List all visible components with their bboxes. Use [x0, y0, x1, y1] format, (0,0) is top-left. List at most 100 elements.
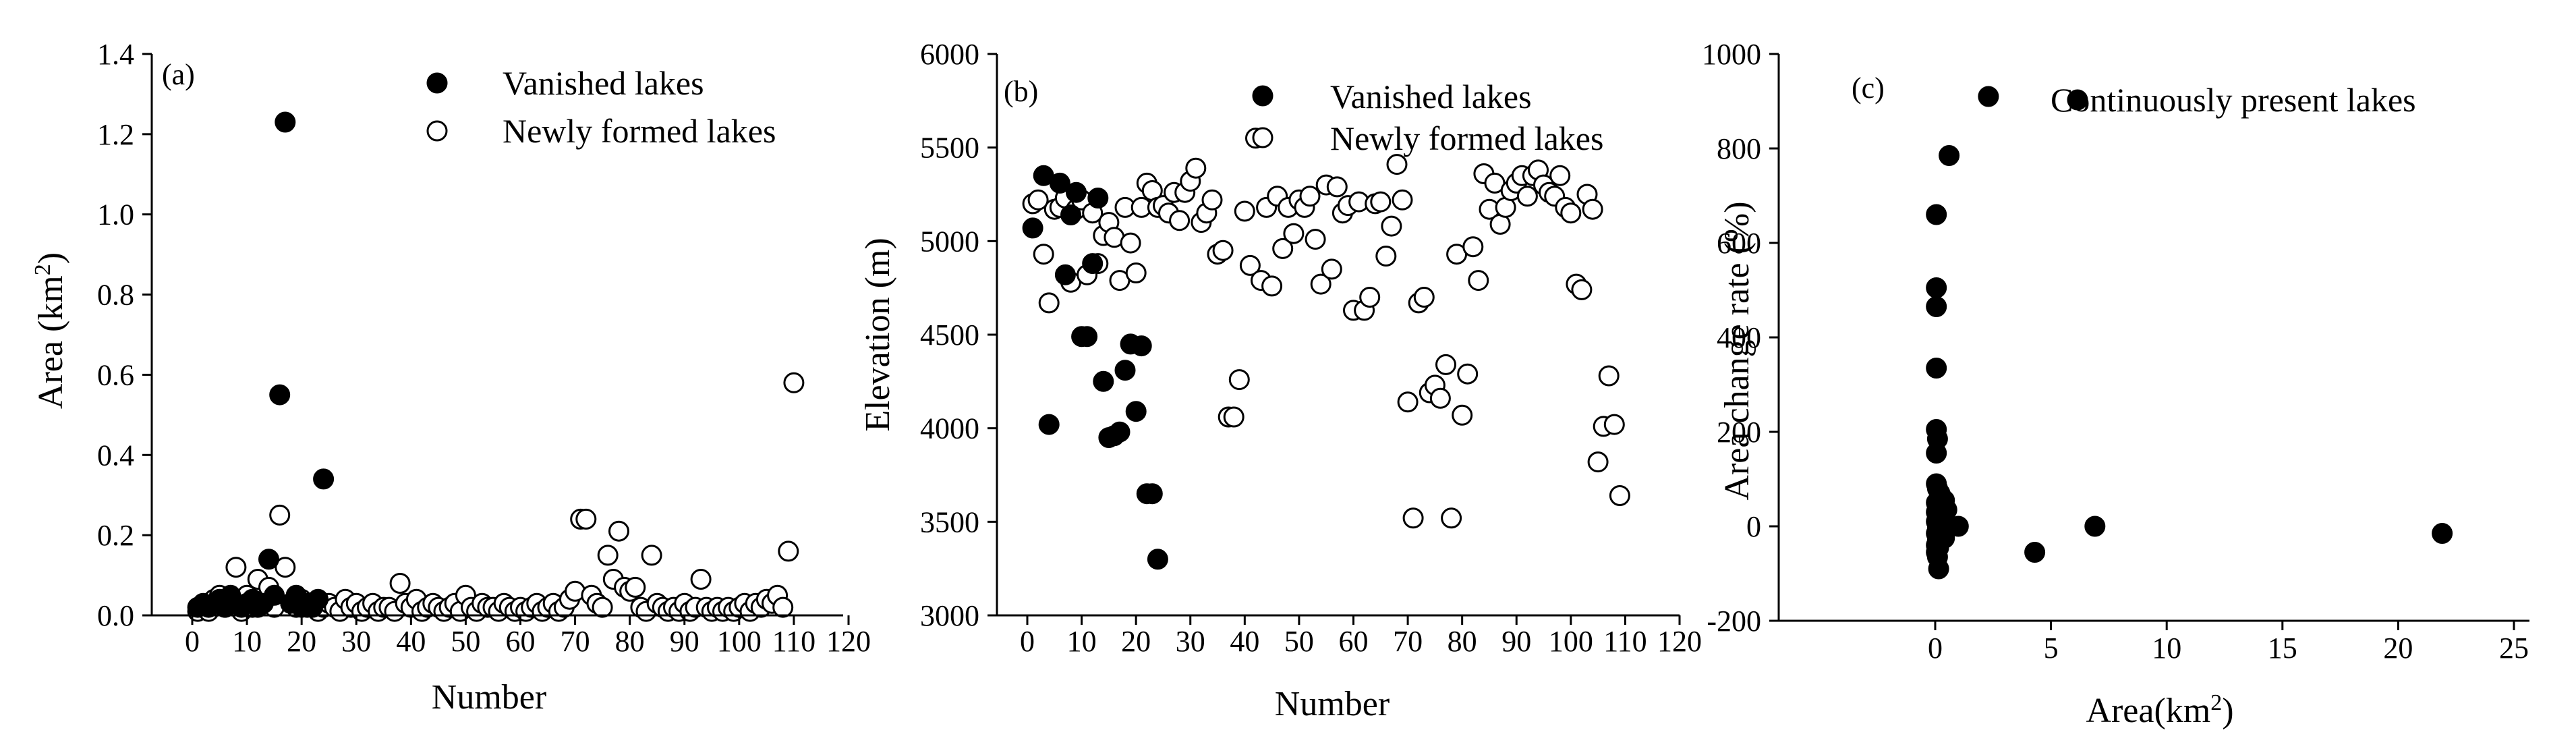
panel-b-newly-formed-lakes-point	[1120, 232, 1141, 254]
panel-c-x-tick-label: 10	[2152, 632, 2181, 665]
panel-a-x-axis-title: Number	[432, 678, 546, 717]
panel-b-y-tick-label: 3500	[920, 505, 979, 538]
panel-a-area-scatter: 0 10 20 30 40 50 60 70 80 90 100 110 120 0.00.20.40.…	[30, 38, 871, 717]
panel-b-y-tick-label: 3000	[920, 599, 979, 632]
panel-b-newly-formed-lakes-point	[1321, 258, 1342, 280]
panel-b-vanished-lakes-point	[1147, 549, 1168, 570]
panel-b-newly-formed-lakes-point	[1598, 365, 1620, 387]
panel-b-y-tick-label: 4500	[920, 318, 979, 352]
panel-a-newly-formed-lakes-point	[778, 540, 799, 562]
panel-a-x-tick-label: 110	[772, 625, 815, 658]
panel-b-newly-formed-lakes-point	[1609, 485, 1630, 506]
panel-c-x-tick-label: 5	[2044, 632, 2059, 665]
panel-b-newly-formed-lakes-point	[1212, 240, 1234, 261]
panel-b-vanished-lakes-point	[1054, 264, 1076, 285]
panel-a-y-tick-label: 0.8	[97, 279, 134, 312]
panel-a-x-tick-label: 70	[561, 625, 590, 658]
panel-a-vanished-lakes-point	[264, 584, 285, 606]
panel-b-newly-formed-lakes-point	[1027, 189, 1049, 211]
panel-a-newly-formed-lakes-point	[389, 573, 411, 594]
panel-c-continuously-present-lakes-point	[1926, 277, 1947, 298]
panel-a-marks	[187, 111, 805, 622]
panel-c-x-tick-label: 0	[1928, 632, 1943, 665]
panel-a-newly-formed-lakes-point	[592, 596, 613, 618]
panel-a-y-axis-title-sup: 2	[30, 264, 55, 275]
panel-b-vanished-lakes-point	[1060, 204, 1081, 225]
panel-b-vanished-lakes-point	[1022, 217, 1043, 239]
panel-c-continuously-present-lakes-point	[1926, 358, 1947, 379]
panel-c-continuously-present-lakes-point	[1928, 558, 1949, 580]
panel-a-x-tick-label: 50	[451, 625, 480, 658]
panel-b-vanished-lakes-point	[1141, 483, 1163, 505]
panel-a-newly-formed-lakes-point	[783, 372, 805, 393]
panel-b-label: (b)	[1004, 75, 1038, 108]
panel-b-newly-formed-lakes-point	[1370, 191, 1392, 213]
panel-b-newly-formed-lakes-point	[1125, 262, 1147, 283]
panel-b-newly-formed-lakes-point	[1310, 273, 1332, 295]
panel-a-legend: Vanished lakes Newly formed lakes	[426, 64, 776, 150]
panel-b-y-tick-label: 5500	[920, 132, 979, 165]
panel-b-x-tick-label: 80	[1448, 625, 1477, 658]
panel-b-legend-vanished: Vanished lakes	[1330, 78, 1532, 115]
panel-b-legend-newly: Newly formed lakes	[1330, 119, 1603, 157]
panel-c-continuously-present-lakes-point	[1939, 145, 1960, 166]
panel-b-newly-formed-lakes-point	[1228, 369, 1250, 391]
panel-c-x-ticks: 0 5 10 15 20 25	[1928, 621, 2529, 665]
panel-c-x-axis-title-main: Area(km	[2086, 692, 2210, 730]
panel-a-x-ticks: 0 10 20 30 40 50 60 70 80 90 100 110 120	[185, 615, 871, 658]
panel-b-x-tick-label: 50	[1284, 625, 1314, 658]
panel-a-newly-formed-lakes-point	[772, 596, 794, 618]
panel-b-newly-formed-lakes-point	[1571, 279, 1593, 300]
panel-c-axes-frame	[1777, 54, 2529, 622]
panel-a-y-tick-label: 1.4	[97, 38, 134, 71]
panel-a-x-tick-label: 10	[232, 625, 262, 658]
panel-b-newly-formed-lakes-point	[1386, 154, 1408, 175]
panel-c-x-tick-label: 20	[2383, 632, 2413, 665]
panel-a-y-axis-title-tail: )	[32, 252, 70, 264]
panel-b-newly-formed-lakes-point	[1033, 244, 1054, 265]
panel-b-x-ticks: 0 10 20 30 40 50 60 70 80 90 100 110 120	[1020, 615, 1702, 658]
panel-b-vanished-lakes-point	[1049, 172, 1070, 194]
panel-b-newly-formed-lakes-point	[1441, 507, 1462, 529]
panel-b-newly-formed-lakes-point	[1587, 451, 1609, 473]
panel-b-newly-formed-lakes-point	[1457, 363, 1479, 385]
panel-b-newly-formed-lakes-point	[1392, 189, 1413, 211]
panel-b-newly-formed-lakes-point	[1468, 270, 1489, 291]
panel-b-newly-formed-lakes-point	[1305, 229, 1326, 250]
panel-b-newly-formed-lakes-point	[1462, 236, 1484, 258]
panel-b-vanished-lakes-point	[1077, 326, 1098, 347]
panel-c-continuously-present-lakes-point	[2024, 542, 2046, 563]
panel-b-newly-formed-lakes-point	[1452, 404, 1473, 426]
panel-b-newly-formed-lakes-point	[1413, 287, 1435, 308]
panel-b-newly-formed-lakes-point	[1326, 176, 1348, 198]
panel-c-x-tick-label: 15	[2268, 632, 2297, 665]
panel-a-y-ticks: 0.0 0.2 0.4 0.6 0.8 1.0 1.2 1.4	[97, 38, 152, 632]
panel-b-newly-formed-lakes-point	[1201, 189, 1223, 211]
panel-c-continuously-present-lakes-point	[1926, 296, 1947, 317]
panel-b-vanished-lakes-point	[1066, 182, 1087, 203]
panel-c-y-tick-label: 200	[1717, 416, 1761, 449]
panel-a-x-tick-label: 30	[341, 625, 371, 658]
panel-b-x-tick-label: 20	[1121, 625, 1151, 658]
panel-b-y-tick-label: 4000	[920, 412, 979, 445]
panel-a-legend-vanished: Vanished lakes	[503, 64, 704, 102]
panel-a-x-tick-label: 40	[396, 625, 426, 658]
panel-b-y-ticks: 3000 3500 4000 4500 5000 5500 6000	[920, 38, 997, 632]
panel-b-newly-formed-lakes-point	[1402, 507, 1424, 529]
panel-b-vanished-lakes-point	[1082, 253, 1104, 275]
panel-b-newly-formed-lakes-point	[1038, 292, 1060, 314]
panel-a-x-tick-label: 90	[670, 625, 699, 658]
panel-b-legend-marker-newly	[1252, 127, 1273, 148]
panel-a-y-tick-label: 0.6	[97, 358, 134, 391]
panel-b-vanished-lakes-point	[1109, 421, 1130, 443]
panel-c-x-tick-label: 25	[2499, 632, 2529, 665]
panel-c-change-rate-scatter: 0 5 10 15 20 25 -200 0 200 400 600 800 1000 (c) Con…	[1702, 38, 2529, 730]
panel-a-newly-formed-lakes-point	[275, 557, 296, 578]
panel-c-continuously-present-lakes-point	[1947, 516, 1969, 537]
panel-c-continuously-present-lakes-point	[2084, 516, 2106, 537]
panel-b-x-tick-label: 10	[1067, 625, 1097, 658]
panel-a-newly-formed-lakes-point	[690, 569, 712, 590]
panel-a-legend-marker-newly	[426, 120, 448, 142]
panel-b-newly-formed-lakes-point	[1283, 223, 1305, 244]
panel-a-legend-newly: Newly formed lakes	[503, 112, 776, 150]
